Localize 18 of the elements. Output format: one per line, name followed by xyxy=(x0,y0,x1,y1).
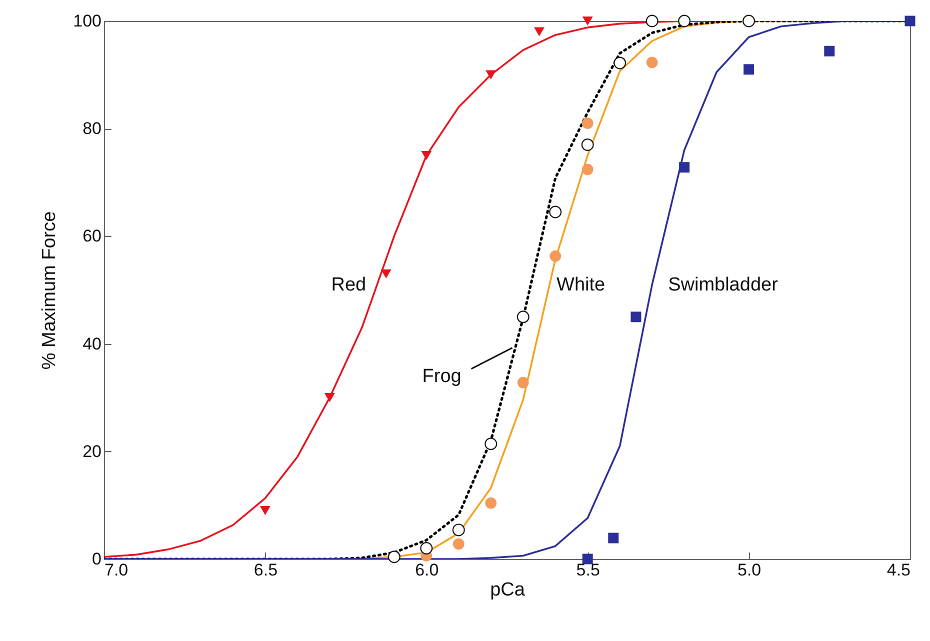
x-tick-label: 6.0 xyxy=(415,560,439,580)
y-tick-label: 60 xyxy=(82,226,102,246)
y-tick-label: 40 xyxy=(82,334,102,354)
text: Frog xyxy=(422,366,462,387)
x-tick-label: 5.0 xyxy=(737,560,762,580)
y-tick-label: 80 xyxy=(82,119,102,138)
y-tick-label: 20 xyxy=(82,442,102,461)
x-tick-label: 6.5 xyxy=(254,560,278,580)
y-axis-title: % Maximum Force xyxy=(39,211,60,370)
x-tick-label: 7.0 xyxy=(104,560,128,580)
x-tick-label: 5.5 xyxy=(576,560,600,580)
series-label: Swimbladder xyxy=(668,274,779,296)
x-axis-title: pCa xyxy=(490,580,526,600)
y-tick-label: 0 xyxy=(92,550,102,568)
series-label: Red xyxy=(331,274,366,296)
x-tick-label: 4.5 xyxy=(886,560,910,580)
y-tick-label: 100 xyxy=(73,12,102,30)
series-label: White xyxy=(556,274,606,296)
